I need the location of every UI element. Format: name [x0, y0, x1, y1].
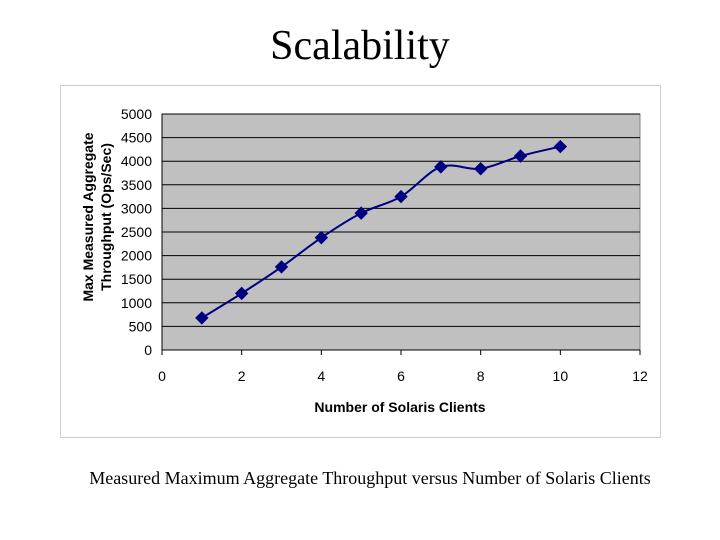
y-tick-label: 1000 — [121, 295, 152, 311]
y-tick-label: 1500 — [121, 271, 152, 287]
data-point-marker — [513, 149, 528, 163]
x-tick-label: 10 — [553, 368, 569, 384]
y-tick-label: 0 — [144, 342, 152, 358]
y-axis-title-line-1: Max Measured Aggregate — [80, 132, 96, 301]
slide-caption: Measured Maximum Aggregate Throughput ve… — [89, 468, 651, 488]
x-tick-label: 6 — [397, 368, 405, 384]
x-tick-label: 2 — [238, 368, 246, 384]
x-tick-label: 4 — [317, 368, 325, 384]
data-point-marker — [434, 160, 448, 174]
y-tick-label: 5000 — [121, 106, 152, 122]
x-tick-label: 12 — [632, 368, 648, 384]
y-tick-label: 4000 — [121, 153, 152, 169]
x-tick-labels: 0 2 4 6 8 10 12 — [158, 350, 648, 384]
data-point-marker — [354, 206, 368, 220]
x-tick-label: 0 — [158, 368, 166, 384]
data-point-marker — [195, 311, 209, 325]
series — [195, 139, 568, 325]
data-point-marker — [394, 189, 408, 204]
y-axis-title-line-2: Throughput (Ops/Sec) — [98, 143, 114, 291]
y-tick-label: 500 — [129, 318, 153, 334]
y-tick-labels: 0 500 1000 1500 2000 2500 3000 3500 4000 4500 5000 — [121, 106, 152, 358]
throughput-chart: 0 500 1000 1500 2000 2500 3000 3500 4000 4500 5000… — [80, 106, 648, 415]
data-point-marker — [274, 260, 289, 274]
y-tick-label: 2000 — [121, 248, 152, 264]
x-tick-label: 8 — [477, 368, 485, 384]
data-point-marker — [314, 230, 329, 245]
series-line — [201, 145, 561, 319]
gridlines — [161, 113, 640, 351]
slide-title: Scalability — [270, 23, 450, 69]
data-point-marker — [553, 139, 568, 154]
data-point-marker — [473, 162, 488, 176]
y-tick-label: 3000 — [121, 200, 152, 216]
data-point-marker — [234, 286, 249, 301]
y-tick-label: 2500 — [121, 224, 152, 240]
y-tick-label: 3500 — [121, 177, 152, 193]
y-tick-label: 4500 — [121, 130, 152, 146]
chart-frame: 0 500 1000 1500 2000 2500 3000 3500 4000 4500 5000… — [60, 85, 661, 438]
x-axis-title: Number of Solaris Clients — [314, 399, 485, 415]
